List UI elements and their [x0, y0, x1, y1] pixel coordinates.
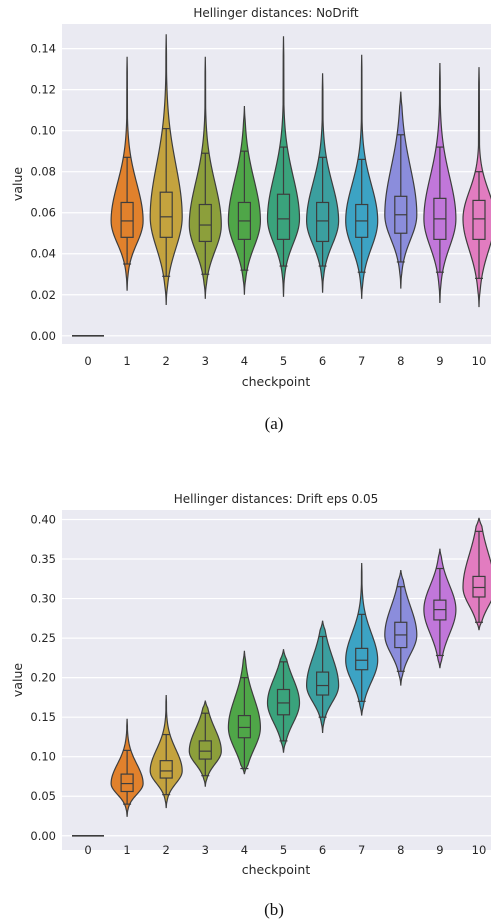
- violin-10: [462, 517, 491, 631]
- quartile-box: [472, 199, 486, 240]
- violin-9: [423, 62, 457, 303]
- caption-b: (b): [264, 900, 284, 919]
- y-ticks-b: 0.00 0.05 0.10 0.15 0.20 0.25 0.30 0.35 0.40: [30, 512, 56, 842]
- y-tick-label: 0.10: [30, 750, 56, 764]
- violins-a: [72, 34, 491, 337]
- y-tick-label: 0.02: [30, 288, 56, 302]
- x-tick-label: 8: [397, 354, 404, 368]
- x-tick-label: 7: [358, 843, 365, 857]
- x-tick-label: 8: [397, 843, 404, 857]
- x-tick-label: 6: [319, 843, 326, 857]
- y-axis-label-a: value: [10, 167, 25, 201]
- y-tick-label: 0.04: [30, 247, 56, 261]
- y-tick-label: 0.35: [30, 552, 56, 566]
- x-tick-label: 1: [123, 354, 130, 368]
- y-tick-label: 0.06: [30, 206, 56, 220]
- x-tick-label: 9: [436, 843, 443, 857]
- violin-2: [149, 34, 183, 306]
- x-tick-label: 10: [472, 843, 487, 857]
- violin-3: [188, 700, 222, 787]
- violin-10: [462, 67, 491, 308]
- quartile-box: [316, 671, 330, 696]
- y-tick-label: 0.30: [30, 592, 56, 606]
- violin-5: [266, 36, 301, 297]
- x-axis-label-b: checkpoint: [242, 862, 311, 877]
- x-tick-label: 3: [202, 354, 209, 368]
- x-tick-label: 2: [163, 843, 170, 857]
- y-tick-label: 0.10: [30, 124, 56, 138]
- y-ticks-a: 0.00 0.02 0.04 0.06 0.08 0.10 0.12 0.14: [30, 42, 56, 343]
- y-tick-label: 0.08: [30, 165, 56, 179]
- x-tick-label: 3: [202, 843, 209, 857]
- chart-b: 0.00 0.05 0.10 0.15 0.20 0.25 0.30 0.35 0.40 0 1 2…: [10, 492, 491, 919]
- violin-4: [227, 106, 261, 295]
- quartile-box: [159, 760, 173, 779]
- caption-a: (a): [265, 414, 284, 433]
- quartile-box: [198, 740, 212, 760]
- quartile-box: [237, 714, 251, 739]
- y-tick-label: 0.05: [30, 789, 56, 803]
- violin-5: [266, 649, 301, 753]
- x-tick-label: 9: [436, 354, 443, 368]
- y-tick-label: 0.00: [30, 329, 56, 343]
- x-tick-label: 2: [163, 354, 170, 368]
- chart-a: 0.00 0.02 0.04 0.06 0.08 0.10 0.12 0.14 0 1 2 3 4 5 6…: [10, 6, 491, 433]
- quartile-box: [472, 575, 486, 598]
- x-tick-label: 5: [280, 843, 287, 857]
- violin-9: [423, 548, 457, 669]
- x-tick-label: 10: [472, 354, 487, 368]
- quartile-box: [120, 773, 134, 793]
- violin-body: [462, 67, 491, 308]
- violin-6: [305, 620, 340, 734]
- chart-title-a: Hellinger distances: NoDrift: [193, 6, 359, 20]
- violin-3: [188, 56, 222, 299]
- quartile-box: [159, 191, 173, 238]
- violin-6: [305, 73, 340, 293]
- violin-8: [384, 91, 418, 289]
- x-tick-label: 7: [358, 354, 365, 368]
- violin-1: [110, 56, 144, 291]
- quartile-box: [355, 647, 369, 671]
- x-axis-label-a: checkpoint: [242, 374, 311, 389]
- violin-2: [149, 694, 183, 809]
- violin-8: [384, 570, 418, 686]
- quartile-box: [276, 193, 291, 240]
- x-tick-label: 4: [241, 843, 248, 857]
- y-axis-label-b: value: [10, 663, 25, 697]
- chart-title-b: Hellinger distances: Drift eps 0.05: [174, 492, 379, 506]
- x-ticks-a: 0 1 2 3 4 5 6 7 8 9 10: [84, 354, 486, 368]
- x-tick-label: 0: [84, 354, 91, 368]
- violins-b: [72, 517, 491, 837]
- violin-7: [345, 562, 379, 716]
- y-tick-label: 0.00: [30, 829, 56, 843]
- y-tick-label: 0.25: [30, 631, 56, 645]
- x-tick-label: 0: [84, 843, 91, 857]
- x-tick-label: 4: [241, 354, 248, 368]
- x-tick-label: 6: [319, 354, 326, 368]
- y-tick-label: 0.12: [30, 83, 56, 97]
- x-tick-label: 1: [123, 843, 130, 857]
- y-tick-label: 0.15: [30, 710, 56, 724]
- y-tick-label: 0.20: [30, 671, 56, 685]
- y-tick-label: 0.14: [30, 42, 56, 56]
- x-tick-label: 5: [280, 354, 287, 368]
- quartile-box: [120, 201, 134, 238]
- violin-4: [227, 650, 262, 775]
- violin-body: [462, 517, 491, 631]
- violin-7: [345, 54, 379, 299]
- y-tick-label: 0.40: [30, 512, 56, 526]
- x-ticks-b: 0 1 2 3 4 5 6 7 8 9 10: [84, 843, 486, 857]
- quartile-box: [198, 203, 212, 243]
- quartile-box: [276, 688, 291, 716]
- quartile-box: [316, 201, 330, 243]
- violin-1: [110, 718, 144, 817]
